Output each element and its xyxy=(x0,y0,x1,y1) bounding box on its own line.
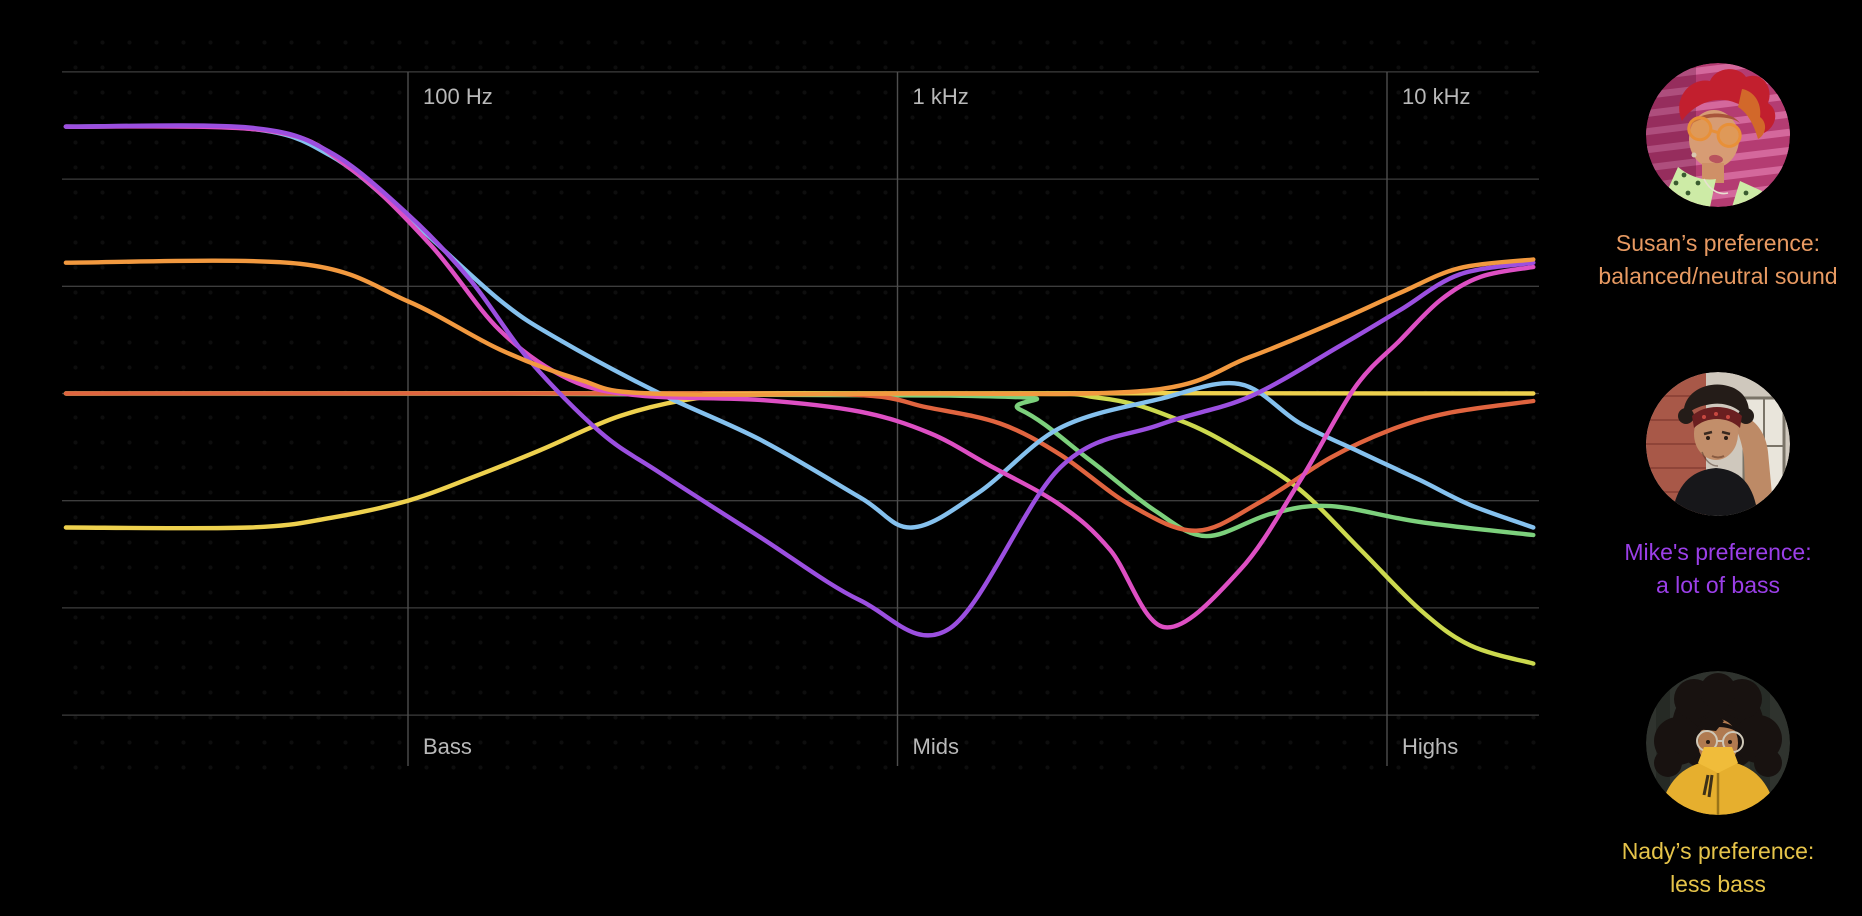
curve-lime-downtilt xyxy=(63,390,1536,666)
tick-1khz: 1 kHz xyxy=(912,84,969,109)
mike-avatar xyxy=(1646,372,1790,516)
tick-mids: Mids xyxy=(912,734,959,759)
mike-arm xyxy=(1730,414,1774,516)
mike-shirt xyxy=(1672,468,1758,516)
mike-caption-line2: a lot of bass xyxy=(1655,572,1780,598)
susan-hair xyxy=(1679,69,1776,133)
person-mike: Mike's preference: a lot of bass xyxy=(1528,372,1862,602)
susan-glasses xyxy=(1687,116,1742,148)
mike-bandana xyxy=(1692,407,1742,428)
susan-caption-line1: Susan’s preference: xyxy=(1615,230,1821,256)
curve-pink-scoop xyxy=(63,124,1536,630)
curve-salmon-mid-dip xyxy=(63,391,1536,533)
tick-bass: Bass xyxy=(423,734,472,759)
nady-caption: Nady’s preference: less bass xyxy=(1622,835,1815,901)
nady-avatar xyxy=(1646,671,1790,815)
mike-caption: Mike's preference: a lot of bass xyxy=(1624,536,1811,602)
nady-caption-line1: Nady’s preference: xyxy=(1621,838,1815,864)
tick-highs: Highs xyxy=(1402,734,1459,759)
mike-hair xyxy=(1683,384,1750,420)
curve-susan-orange xyxy=(63,257,1536,397)
person-nady: Nady’s preference: less bass xyxy=(1528,671,1862,901)
tick-10khz: 10 kHz xyxy=(1402,84,1471,109)
susan-avatar xyxy=(1646,63,1790,207)
susan-caption-line2: balanced/neutral sound xyxy=(1598,263,1838,289)
person-susan: Susan’s preference: balanced/neutral sou… xyxy=(1528,63,1862,293)
nady-caption-line2: less bass xyxy=(1670,871,1766,897)
mike-caption-line1: Mike's preference: xyxy=(1624,539,1812,565)
curve-green-presence-dip xyxy=(63,391,1536,539)
tick-100hz: 100 Hz xyxy=(423,84,493,109)
curve-mike-purple xyxy=(63,123,1536,638)
susan-caption: Susan’s preference: balanced/neutral sou… xyxy=(1598,227,1837,293)
